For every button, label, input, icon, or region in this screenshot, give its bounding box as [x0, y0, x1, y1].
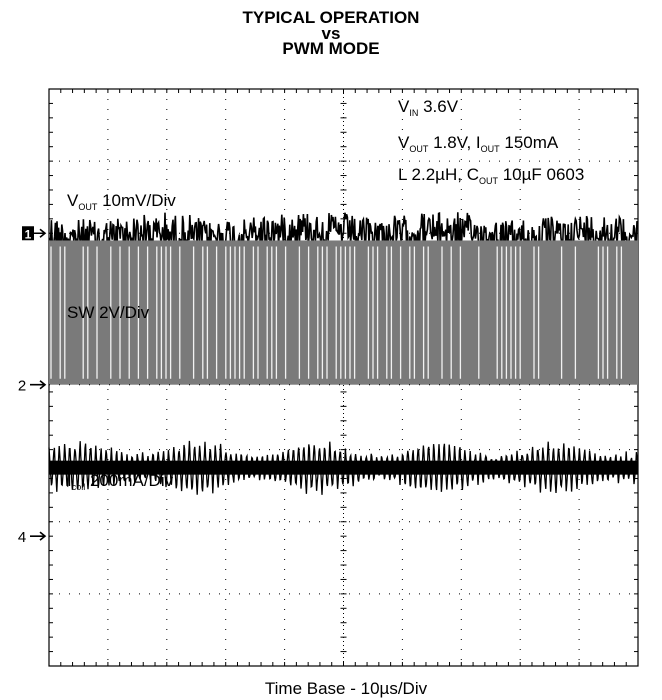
channel-4-marker-arrow [30, 531, 47, 541]
vin-annotation: VIN 3.6V [398, 97, 459, 118]
icoil-trace-label: Icoil 200mA/Div [67, 471, 174, 492]
chart-title-line-1: TYPICAL OPERATION [242, 8, 420, 27]
icoil-trace-core [49, 460, 638, 475]
channel-1-marker-text: 1 [25, 227, 32, 241]
chart-title-line-3: PWM MODE [282, 39, 380, 58]
vout-trace [48, 211, 639, 256]
x-axis-label: Time Base - 10µs/Div [265, 679, 428, 698]
traces [48, 211, 639, 495]
sw-trace-label: SW 2V/Div [67, 303, 150, 322]
channel-1-marker-arrow [30, 228, 47, 238]
sw-trace-edges [50, 246, 623, 379]
chart-title-line-2: vs [321, 24, 341, 43]
channel-4-marker-text: 4 [18, 529, 26, 546]
channel-1-marker-box [22, 226, 34, 241]
channel-2-marker-text: 2 [18, 378, 26, 395]
vout-iout-annotation: VOUT 1.8V, IOUT 150mA [398, 133, 559, 154]
vout-trace-label: VOUT 10mV/Div [67, 191, 176, 212]
inductor-capacitor-annotation: L 2.2µH, COUT 10µF 0603 [398, 165, 584, 186]
channel-2-marker-arrow [30, 380, 47, 390]
